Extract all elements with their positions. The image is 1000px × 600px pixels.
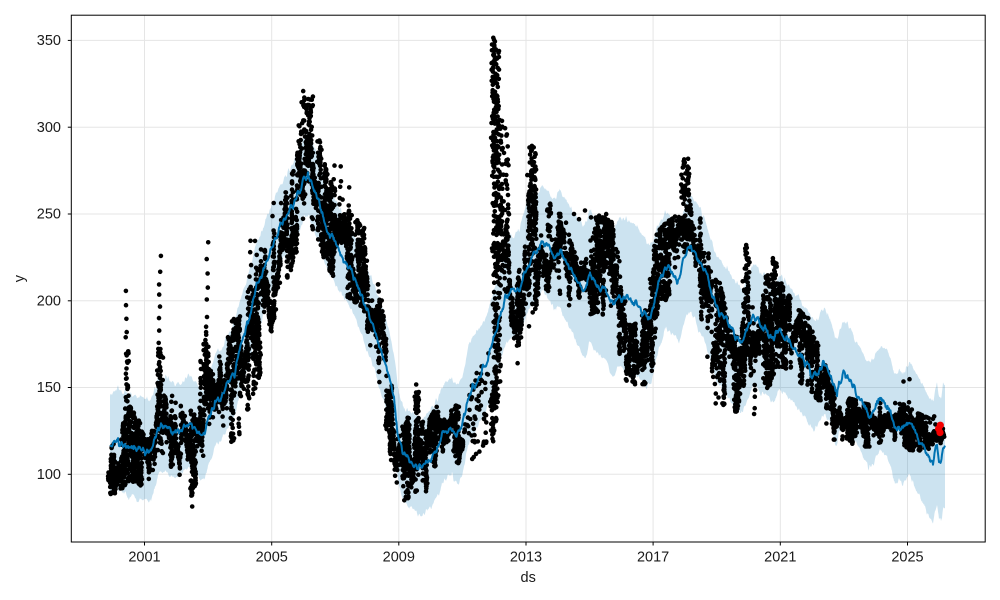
svg-text:2013: 2013 [510, 549, 542, 565]
svg-text:2021: 2021 [764, 549, 796, 565]
svg-text:350: 350 [37, 33, 61, 49]
svg-text:150: 150 [37, 380, 61, 396]
svg-text:y: y [12, 274, 28, 282]
svg-text:200: 200 [37, 293, 61, 309]
svg-text:2009: 2009 [383, 549, 415, 565]
svg-text:250: 250 [37, 207, 61, 223]
svg-text:2025: 2025 [891, 549, 923, 565]
svg-text:ds: ds [521, 570, 536, 586]
svg-text:2005: 2005 [256, 549, 288, 565]
svg-text:300: 300 [37, 120, 61, 136]
svg-text:100: 100 [37, 467, 61, 483]
svg-text:2017: 2017 [637, 549, 669, 565]
svg-text:2001: 2001 [128, 549, 160, 565]
